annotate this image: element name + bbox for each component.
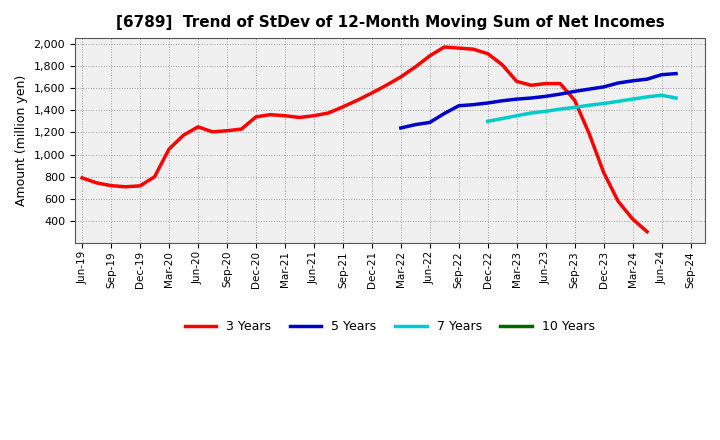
5 Years	[541, 94, 550, 99]
3 Years	[629, 216, 637, 222]
5 Years	[513, 96, 521, 102]
5 Years	[426, 120, 434, 125]
3 Years	[541, 81, 550, 86]
7 Years	[541, 109, 550, 114]
3 Years	[324, 110, 333, 116]
3 Years	[454, 45, 463, 51]
7 Years	[613, 99, 622, 104]
7 Years	[672, 95, 680, 101]
7 Years	[498, 116, 507, 121]
3 Years	[367, 90, 376, 95]
3 Years	[222, 128, 231, 133]
3 Years	[92, 180, 101, 186]
3 Years	[252, 114, 261, 120]
3 Years	[295, 115, 304, 120]
3 Years	[382, 83, 391, 88]
3 Years	[266, 112, 275, 117]
3 Years	[208, 129, 217, 135]
3 Years	[411, 64, 420, 70]
5 Years	[643, 77, 652, 82]
7 Years	[599, 101, 608, 106]
7 Years	[657, 92, 666, 98]
3 Years	[483, 51, 492, 56]
3 Years	[426, 53, 434, 59]
3 Years	[179, 132, 188, 138]
Line: 7 Years: 7 Years	[487, 95, 676, 121]
3 Years	[599, 170, 608, 175]
5 Years	[585, 87, 593, 92]
7 Years	[643, 94, 652, 99]
7 Years	[556, 106, 564, 112]
3 Years	[353, 98, 361, 103]
3 Years	[310, 113, 318, 118]
7 Years	[629, 96, 637, 102]
5 Years	[672, 71, 680, 76]
5 Years	[629, 78, 637, 84]
5 Years	[657, 72, 666, 77]
3 Years	[498, 62, 507, 67]
5 Years	[397, 125, 405, 131]
7 Years	[585, 103, 593, 108]
5 Years	[440, 111, 449, 116]
7 Years	[513, 113, 521, 118]
3 Years	[440, 44, 449, 50]
5 Years	[454, 103, 463, 108]
5 Years	[483, 100, 492, 106]
3 Years	[397, 74, 405, 80]
3 Years	[469, 47, 477, 52]
3 Years	[338, 104, 347, 110]
3 Years	[585, 131, 593, 136]
5 Years	[570, 89, 579, 94]
3 Years	[78, 175, 86, 180]
3 Years	[556, 81, 564, 86]
5 Years	[613, 81, 622, 86]
5 Years	[498, 98, 507, 103]
7 Years	[483, 119, 492, 124]
3 Years	[136, 183, 145, 188]
3 Years	[121, 184, 130, 189]
Legend: 3 Years, 5 Years, 7 Years, 10 Years: 3 Years, 5 Years, 7 Years, 10 Years	[180, 315, 600, 338]
5 Years	[556, 92, 564, 97]
Line: 5 Years: 5 Years	[401, 73, 676, 128]
3 Years	[237, 126, 246, 132]
Y-axis label: Amount (million yen): Amount (million yen)	[15, 75, 28, 206]
3 Years	[165, 147, 174, 152]
7 Years	[527, 110, 536, 116]
3 Years	[194, 124, 202, 129]
3 Years	[527, 83, 536, 88]
5 Years	[599, 84, 608, 90]
5 Years	[469, 102, 477, 107]
3 Years	[643, 229, 652, 235]
3 Years	[513, 79, 521, 84]
5 Years	[527, 95, 536, 101]
3 Years	[107, 183, 115, 188]
3 Years	[570, 98, 579, 103]
Title: [6789]  Trend of StDev of 12-Month Moving Sum of Net Incomes: [6789] Trend of StDev of 12-Month Moving…	[116, 15, 665, 30]
3 Years	[281, 113, 289, 118]
3 Years	[150, 174, 159, 180]
7 Years	[570, 105, 579, 110]
Line: 3 Years: 3 Years	[82, 47, 647, 232]
3 Years	[613, 198, 622, 204]
5 Years	[411, 122, 420, 127]
